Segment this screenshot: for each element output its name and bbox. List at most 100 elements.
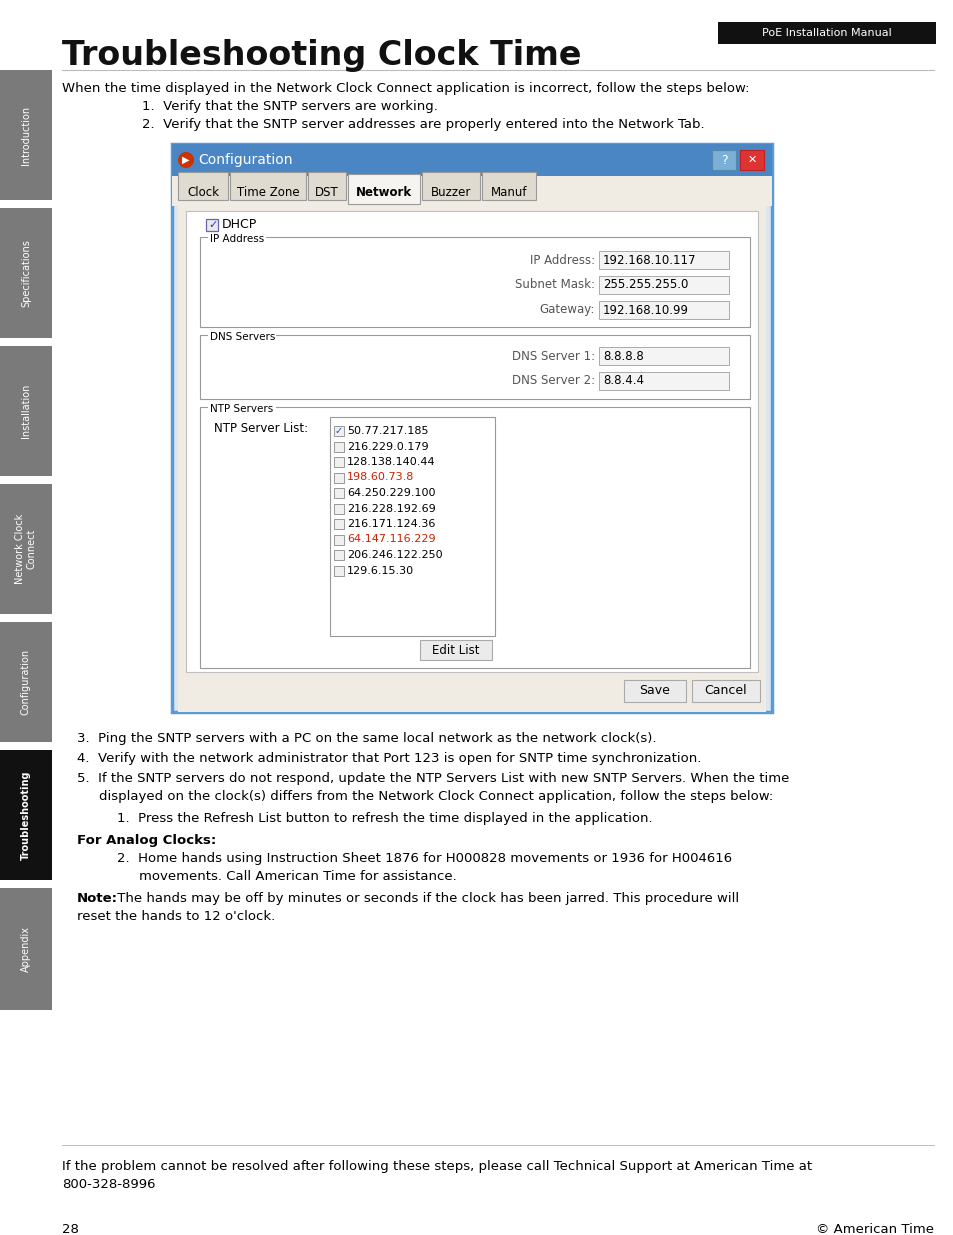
Bar	[186, 211, 758, 672]
Text: Troubleshooting: Troubleshooting	[21, 771, 30, 860]
Text: NTP Servers: NTP Servers	[210, 404, 273, 414]
Bar	[481, 172, 536, 200]
Text: Network Clock
Connect: Network Clock Connect	[15, 514, 37, 584]
Bar	[0, 346, 52, 475]
Text: Buzzer: Buzzer	[431, 185, 471, 199]
Text: Introduction: Introduction	[21, 105, 30, 164]
Text: 64.250.229.100: 64.250.229.100	[347, 488, 435, 498]
Bar	[172, 144, 771, 713]
Text: If the problem cannot be resolved after following these steps, please call Techn: If the problem cannot be resolved after …	[62, 1160, 811, 1173]
Bar	[419, 640, 492, 659]
Bar	[691, 680, 760, 701]
Bar	[0, 622, 52, 742]
Text: movements. Call American Time for assistance.: movements. Call American Time for assist…	[139, 869, 456, 883]
Bar	[0, 484, 52, 614]
Bar	[334, 441, 344, 452]
Text: 206.246.122.250: 206.246.122.250	[347, 550, 442, 559]
Bar	[718, 22, 935, 44]
Text: IP Address:: IP Address:	[529, 253, 595, 267]
Text: 128.138.140.44: 128.138.140.44	[347, 457, 436, 467]
Circle shape	[178, 152, 193, 168]
Bar	[348, 174, 419, 204]
Text: Manuf: Manuf	[490, 185, 527, 199]
Bar	[178, 172, 228, 200]
Bar	[598, 372, 728, 390]
Text: DNS Server 2:: DNS Server 2:	[512, 374, 595, 388]
Bar	[334, 473, 344, 483]
Text: When the time displayed in the Network Clock Connect application is incorrect, f: When the time displayed in the Network C…	[62, 82, 749, 95]
Bar	[172, 161, 771, 177]
Text: ✕: ✕	[746, 156, 756, 165]
Text: 1.  Press the Refresh List button to refresh the time displayed in the applicati: 1. Press the Refresh List button to refr…	[117, 811, 652, 825]
Text: 5.  If the SNTP servers do not respond, update the NTP Servers List with new SNT: 5. If the SNTP servers do not respond, u…	[77, 772, 788, 785]
Text: Specifications: Specifications	[21, 240, 30, 308]
Text: ?: ?	[720, 153, 726, 167]
Text: 2.  Verify that the SNTP server addresses are properly entered into the Network : 2. Verify that the SNTP server addresses…	[142, 119, 704, 131]
Text: Edit List: Edit List	[432, 643, 479, 657]
Text: 28: 28	[62, 1223, 79, 1235]
Bar	[0, 207, 52, 338]
Bar	[598, 275, 728, 294]
Text: © American Time: © American Time	[815, 1223, 933, 1235]
Text: DNS Servers: DNS Servers	[210, 332, 275, 342]
Text: 3.  Ping the SNTP servers with a PC on the same local network as the network clo: 3. Ping the SNTP servers with a PC on th…	[77, 732, 656, 745]
Bar	[598, 347, 728, 366]
Bar	[200, 237, 749, 327]
Bar	[208, 333, 275, 341]
Text: 1.  Verify that the SNTP servers are working.: 1. Verify that the SNTP servers are work…	[142, 100, 437, 112]
Text: PoE Installation Manual: PoE Installation Manual	[761, 28, 891, 38]
Bar	[334, 488, 344, 498]
Bar	[200, 335, 749, 399]
Bar	[172, 144, 771, 177]
Bar	[598, 301, 728, 319]
Text: ✓: ✓	[208, 220, 217, 230]
Text: NTP Server List:: NTP Server List:	[213, 422, 308, 436]
Text: ▶: ▶	[182, 156, 190, 165]
Text: 50.77.217.185: 50.77.217.185	[347, 426, 428, 436]
Text: 198.60.73.8: 198.60.73.8	[347, 473, 414, 483]
Text: 192.168.10.99: 192.168.10.99	[602, 304, 688, 316]
Text: reset the hands to 12 o'clock.: reset the hands to 12 o'clock.	[77, 910, 275, 923]
Text: 4.  Verify with the network administrator that Port 123 is open for SNTP time sy: 4. Verify with the network administrator…	[77, 752, 700, 764]
Text: DHCP: DHCP	[222, 219, 257, 231]
Text: Gateway:: Gateway:	[539, 304, 595, 316]
Text: IP Address: IP Address	[210, 233, 264, 245]
Text: 2.  Home hands using Instruction Sheet 1876 for H000828 movements or 1936 for H0: 2. Home hands using Instruction Sheet 18…	[117, 852, 731, 864]
Text: 8.8.4.4: 8.8.4.4	[602, 374, 643, 388]
Text: Time Zone: Time Zone	[236, 185, 299, 199]
Bar	[0, 888, 52, 1010]
Bar	[208, 405, 275, 412]
Text: Note:: Note:	[77, 892, 118, 905]
Bar	[334, 457, 344, 467]
Text: Subnet Mask:: Subnet Mask:	[515, 279, 595, 291]
Text: 129.6.15.30: 129.6.15.30	[347, 566, 414, 576]
Text: 216.229.0.179: 216.229.0.179	[347, 441, 428, 452]
Text: The hands may be off by minutes or seconds if the clock has been jarred. This pr: The hands may be off by minutes or secon…	[112, 892, 739, 905]
Text: Save: Save	[639, 684, 670, 698]
Text: Configuration: Configuration	[198, 153, 293, 167]
Text: displayed on the clock(s) differs from the Network Clock Connect application, fo: displayed on the clock(s) differs from t…	[99, 790, 773, 803]
Bar	[334, 519, 344, 529]
Text: Configuration: Configuration	[21, 648, 30, 715]
Text: 8.8.8.8: 8.8.8.8	[602, 350, 643, 363]
Bar	[308, 172, 346, 200]
Text: 192.168.10.117: 192.168.10.117	[602, 253, 696, 267]
Bar	[334, 550, 344, 559]
Text: Appendix: Appendix	[21, 926, 30, 972]
Bar	[334, 426, 344, 436]
Bar	[740, 149, 763, 170]
Bar	[208, 235, 266, 243]
Bar	[623, 680, 685, 701]
Text: Cancel: Cancel	[704, 684, 746, 698]
Bar	[0, 70, 52, 200]
Bar	[0, 750, 52, 881]
Bar	[172, 177, 771, 206]
Bar	[200, 408, 749, 668]
Bar	[421, 172, 479, 200]
Bar	[206, 219, 218, 231]
Bar	[334, 504, 344, 514]
Text: Clock: Clock	[187, 185, 219, 199]
Bar	[334, 566, 344, 576]
Text: 216.228.192.69: 216.228.192.69	[347, 504, 436, 514]
Bar	[178, 206, 765, 713]
